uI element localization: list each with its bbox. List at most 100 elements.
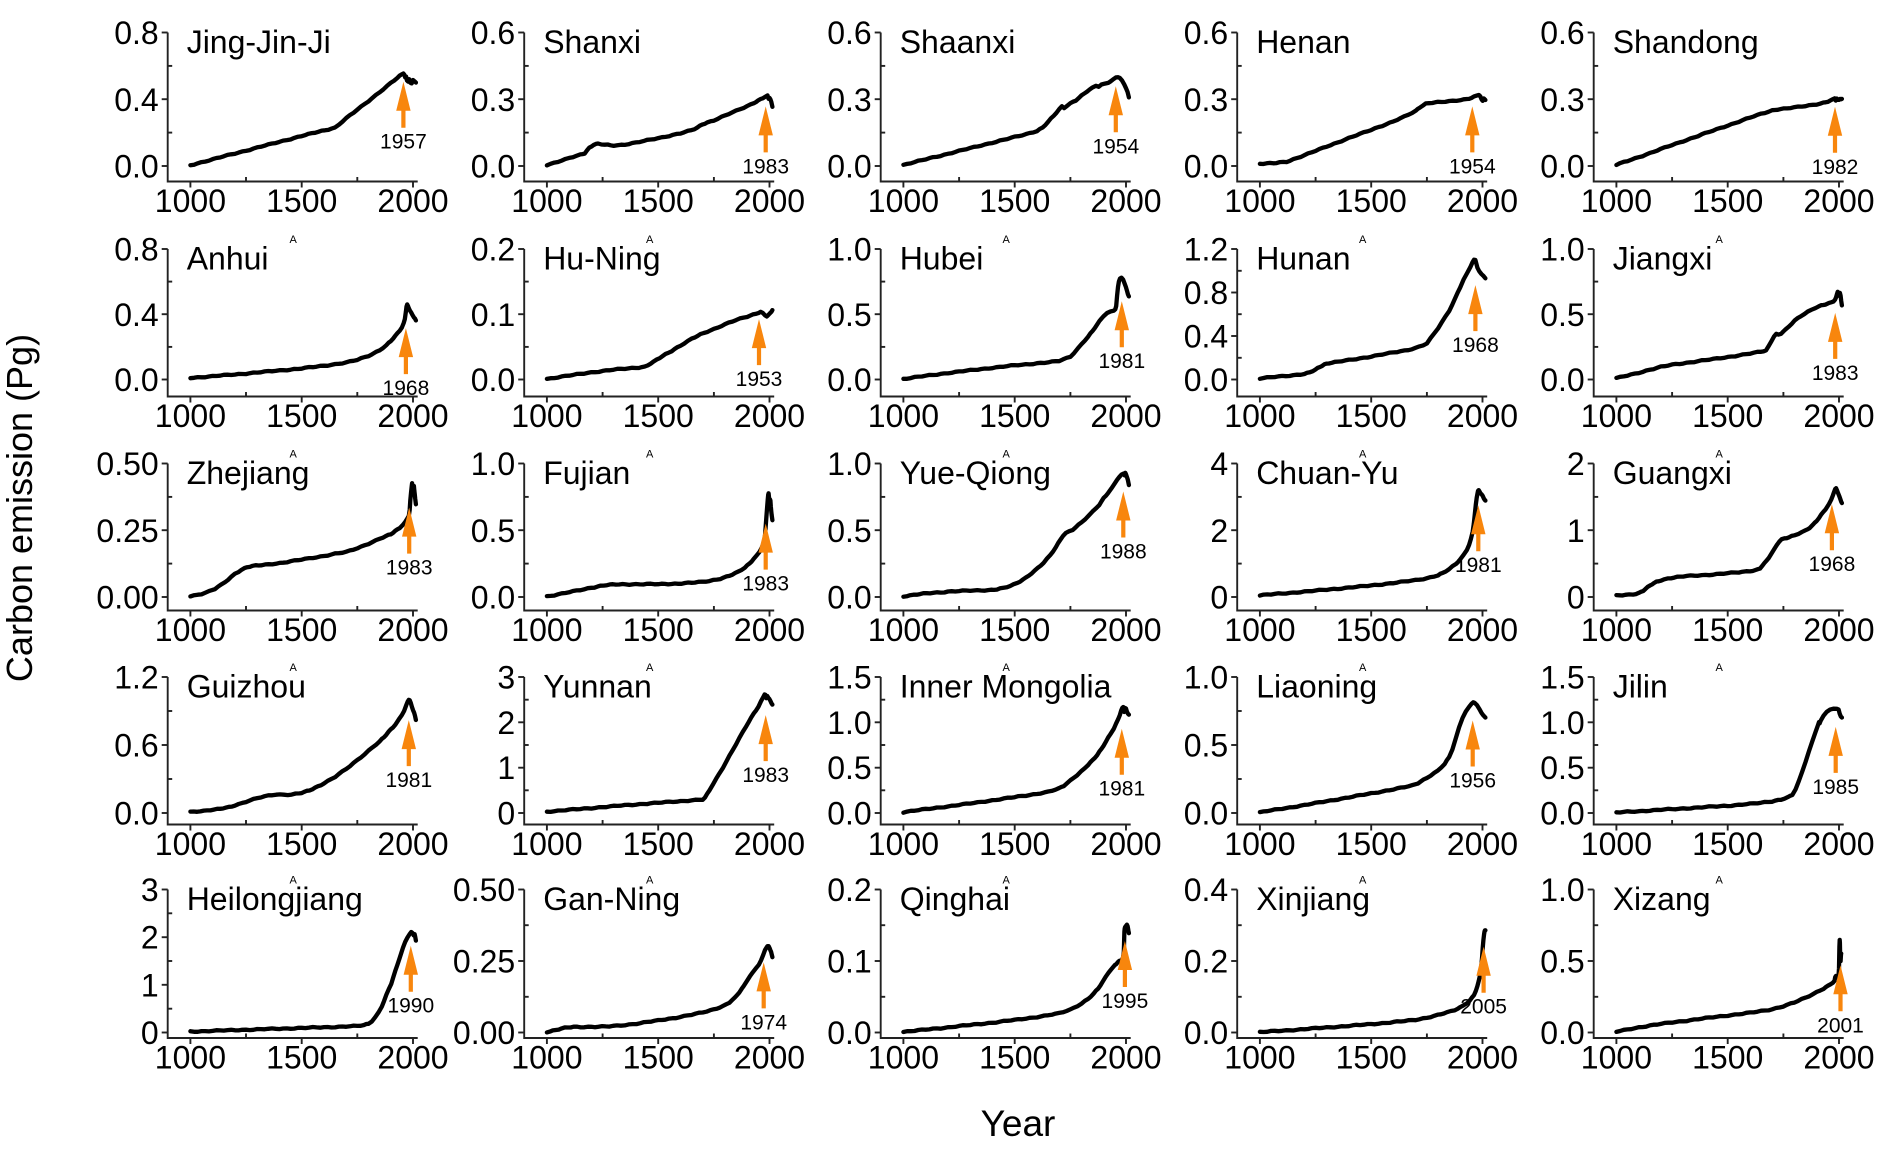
svg-text:1000: 1000: [511, 826, 582, 862]
svg-text:1000: 1000: [155, 612, 226, 648]
svg-text:1000: 1000: [1581, 183, 1652, 219]
svg-text:2005: 2005: [1460, 996, 1507, 1019]
svg-text:0.0: 0.0: [1184, 1015, 1228, 1051]
svg-text:2000: 2000: [1803, 826, 1874, 862]
svg-text:Hubei: Hubei: [900, 241, 984, 277]
svg-text:0.0: 0.0: [827, 796, 871, 832]
svg-text:Henan: Henan: [1256, 24, 1350, 60]
svg-text:1000: 1000: [868, 398, 939, 434]
svg-text:Shandong: Shandong: [1613, 24, 1759, 60]
svg-text:1500: 1500: [623, 398, 694, 434]
svg-text:1.0: 1.0: [1540, 232, 1584, 268]
svg-text:1500: 1500: [623, 183, 694, 219]
svg-text:0.3: 0.3: [827, 82, 871, 118]
svg-text:1500: 1500: [1336, 398, 1407, 434]
svg-text:4: 4: [1210, 446, 1228, 482]
svg-text:0.0: 0.0: [1540, 149, 1584, 185]
svg-text:2000: 2000: [734, 183, 805, 219]
svg-text:2000: 2000: [377, 398, 448, 434]
svg-text:0.5: 0.5: [1540, 297, 1584, 333]
svg-text:0.2: 0.2: [827, 872, 871, 908]
svg-text:1000: 1000: [511, 612, 582, 648]
svg-text:1: 1: [497, 750, 515, 786]
svg-text:1500: 1500: [266, 612, 337, 648]
svg-text:2000: 2000: [1803, 398, 1874, 434]
svg-text:0.0: 0.0: [1184, 149, 1228, 185]
svg-text:A: A: [1003, 234, 1011, 246]
svg-text:1953: 1953: [736, 368, 783, 391]
svg-text:1968: 1968: [1809, 553, 1856, 576]
svg-text:0.8: 0.8: [114, 232, 158, 268]
svg-text:1.0: 1.0: [1184, 660, 1228, 696]
svg-text:Jilin: Jilin: [1613, 669, 1668, 705]
svg-text:Heilongjiang: Heilongjiang: [187, 881, 363, 917]
svg-text:0.25: 0.25: [96, 513, 158, 549]
svg-text:1500: 1500: [1336, 612, 1407, 648]
svg-text:0.6: 0.6: [1540, 15, 1584, 51]
svg-text:Anhui: Anhui: [187, 241, 269, 277]
svg-text:2000: 2000: [1090, 183, 1161, 219]
svg-text:0.6: 0.6: [471, 15, 515, 51]
svg-text:1500: 1500: [1692, 183, 1763, 219]
svg-text:2000: 2000: [1447, 1040, 1518, 1076]
svg-text:1.5: 1.5: [827, 660, 871, 696]
svg-text:1500: 1500: [1336, 826, 1407, 862]
svg-text:1981: 1981: [1098, 350, 1145, 373]
svg-text:0.5: 0.5: [1540, 944, 1584, 980]
svg-text:0.5: 0.5: [471, 513, 515, 549]
svg-text:0.4: 0.4: [114, 82, 158, 118]
svg-text:1500: 1500: [979, 612, 1050, 648]
svg-text:1983: 1983: [742, 155, 789, 178]
svg-text:1500: 1500: [979, 826, 1050, 862]
svg-text:A: A: [290, 662, 298, 674]
svg-text:1000: 1000: [868, 826, 939, 862]
svg-text:1985: 1985: [1812, 776, 1859, 799]
svg-text:Chuan-Yu: Chuan-Yu: [1256, 455, 1398, 491]
svg-text:Liaoning: Liaoning: [1256, 669, 1377, 705]
svg-text:A: A: [646, 449, 654, 461]
svg-text:1983: 1983: [1812, 362, 1859, 385]
svg-text:0.3: 0.3: [471, 82, 515, 118]
svg-text:Shanxi: Shanxi: [543, 24, 641, 60]
svg-text:1.5: 1.5: [1540, 660, 1584, 696]
svg-text:2000: 2000: [1803, 1040, 1874, 1076]
svg-text:1500: 1500: [1692, 398, 1763, 434]
svg-text:2000: 2000: [1803, 612, 1874, 648]
svg-text:2000: 2000: [377, 826, 448, 862]
svg-text:Yunnan: Yunnan: [543, 669, 652, 705]
svg-text:1000: 1000: [1224, 612, 1295, 648]
svg-text:1.0: 1.0: [827, 705, 871, 741]
svg-text:0.1: 0.1: [471, 297, 515, 333]
svg-text:A: A: [1359, 449, 1367, 461]
svg-text:Zhejiang: Zhejiang: [187, 455, 310, 491]
svg-text:1500: 1500: [623, 612, 694, 648]
svg-text:Guangxi: Guangxi: [1613, 455, 1732, 491]
svg-text:A: A: [290, 234, 298, 246]
svg-text:1000: 1000: [1224, 826, 1295, 862]
svg-text:1956: 1956: [1449, 770, 1496, 793]
svg-text:Hu-Ning: Hu-Ning: [543, 241, 660, 277]
svg-text:2000: 2000: [1447, 398, 1518, 434]
svg-text:0.0: 0.0: [1184, 796, 1228, 832]
svg-text:0.0: 0.0: [471, 149, 515, 185]
svg-text:A: A: [646, 234, 654, 246]
svg-text:1500: 1500: [266, 183, 337, 219]
svg-text:1500: 1500: [1692, 826, 1763, 862]
svg-text:A: A: [1003, 449, 1011, 461]
svg-text:1988: 1988: [1100, 541, 1147, 564]
svg-text:0.0: 0.0: [114, 796, 158, 832]
svg-text:2000: 2000: [734, 398, 805, 434]
svg-text:0.5: 0.5: [1184, 728, 1228, 764]
svg-text:1500: 1500: [1692, 1040, 1763, 1076]
svg-text:1.0: 1.0: [471, 446, 515, 482]
svg-text:0.0: 0.0: [827, 580, 871, 616]
svg-text:0.4: 0.4: [1184, 872, 1228, 908]
svg-text:0.4: 0.4: [1184, 319, 1228, 355]
svg-text:A: A: [1359, 875, 1367, 887]
svg-text:2000: 2000: [377, 183, 448, 219]
svg-text:1.2: 1.2: [114, 660, 158, 696]
svg-text:0: 0: [497, 796, 515, 832]
svg-text:1983: 1983: [386, 557, 433, 580]
svg-text:0: 0: [141, 1015, 159, 1051]
svg-text:0.1: 0.1: [827, 944, 871, 980]
